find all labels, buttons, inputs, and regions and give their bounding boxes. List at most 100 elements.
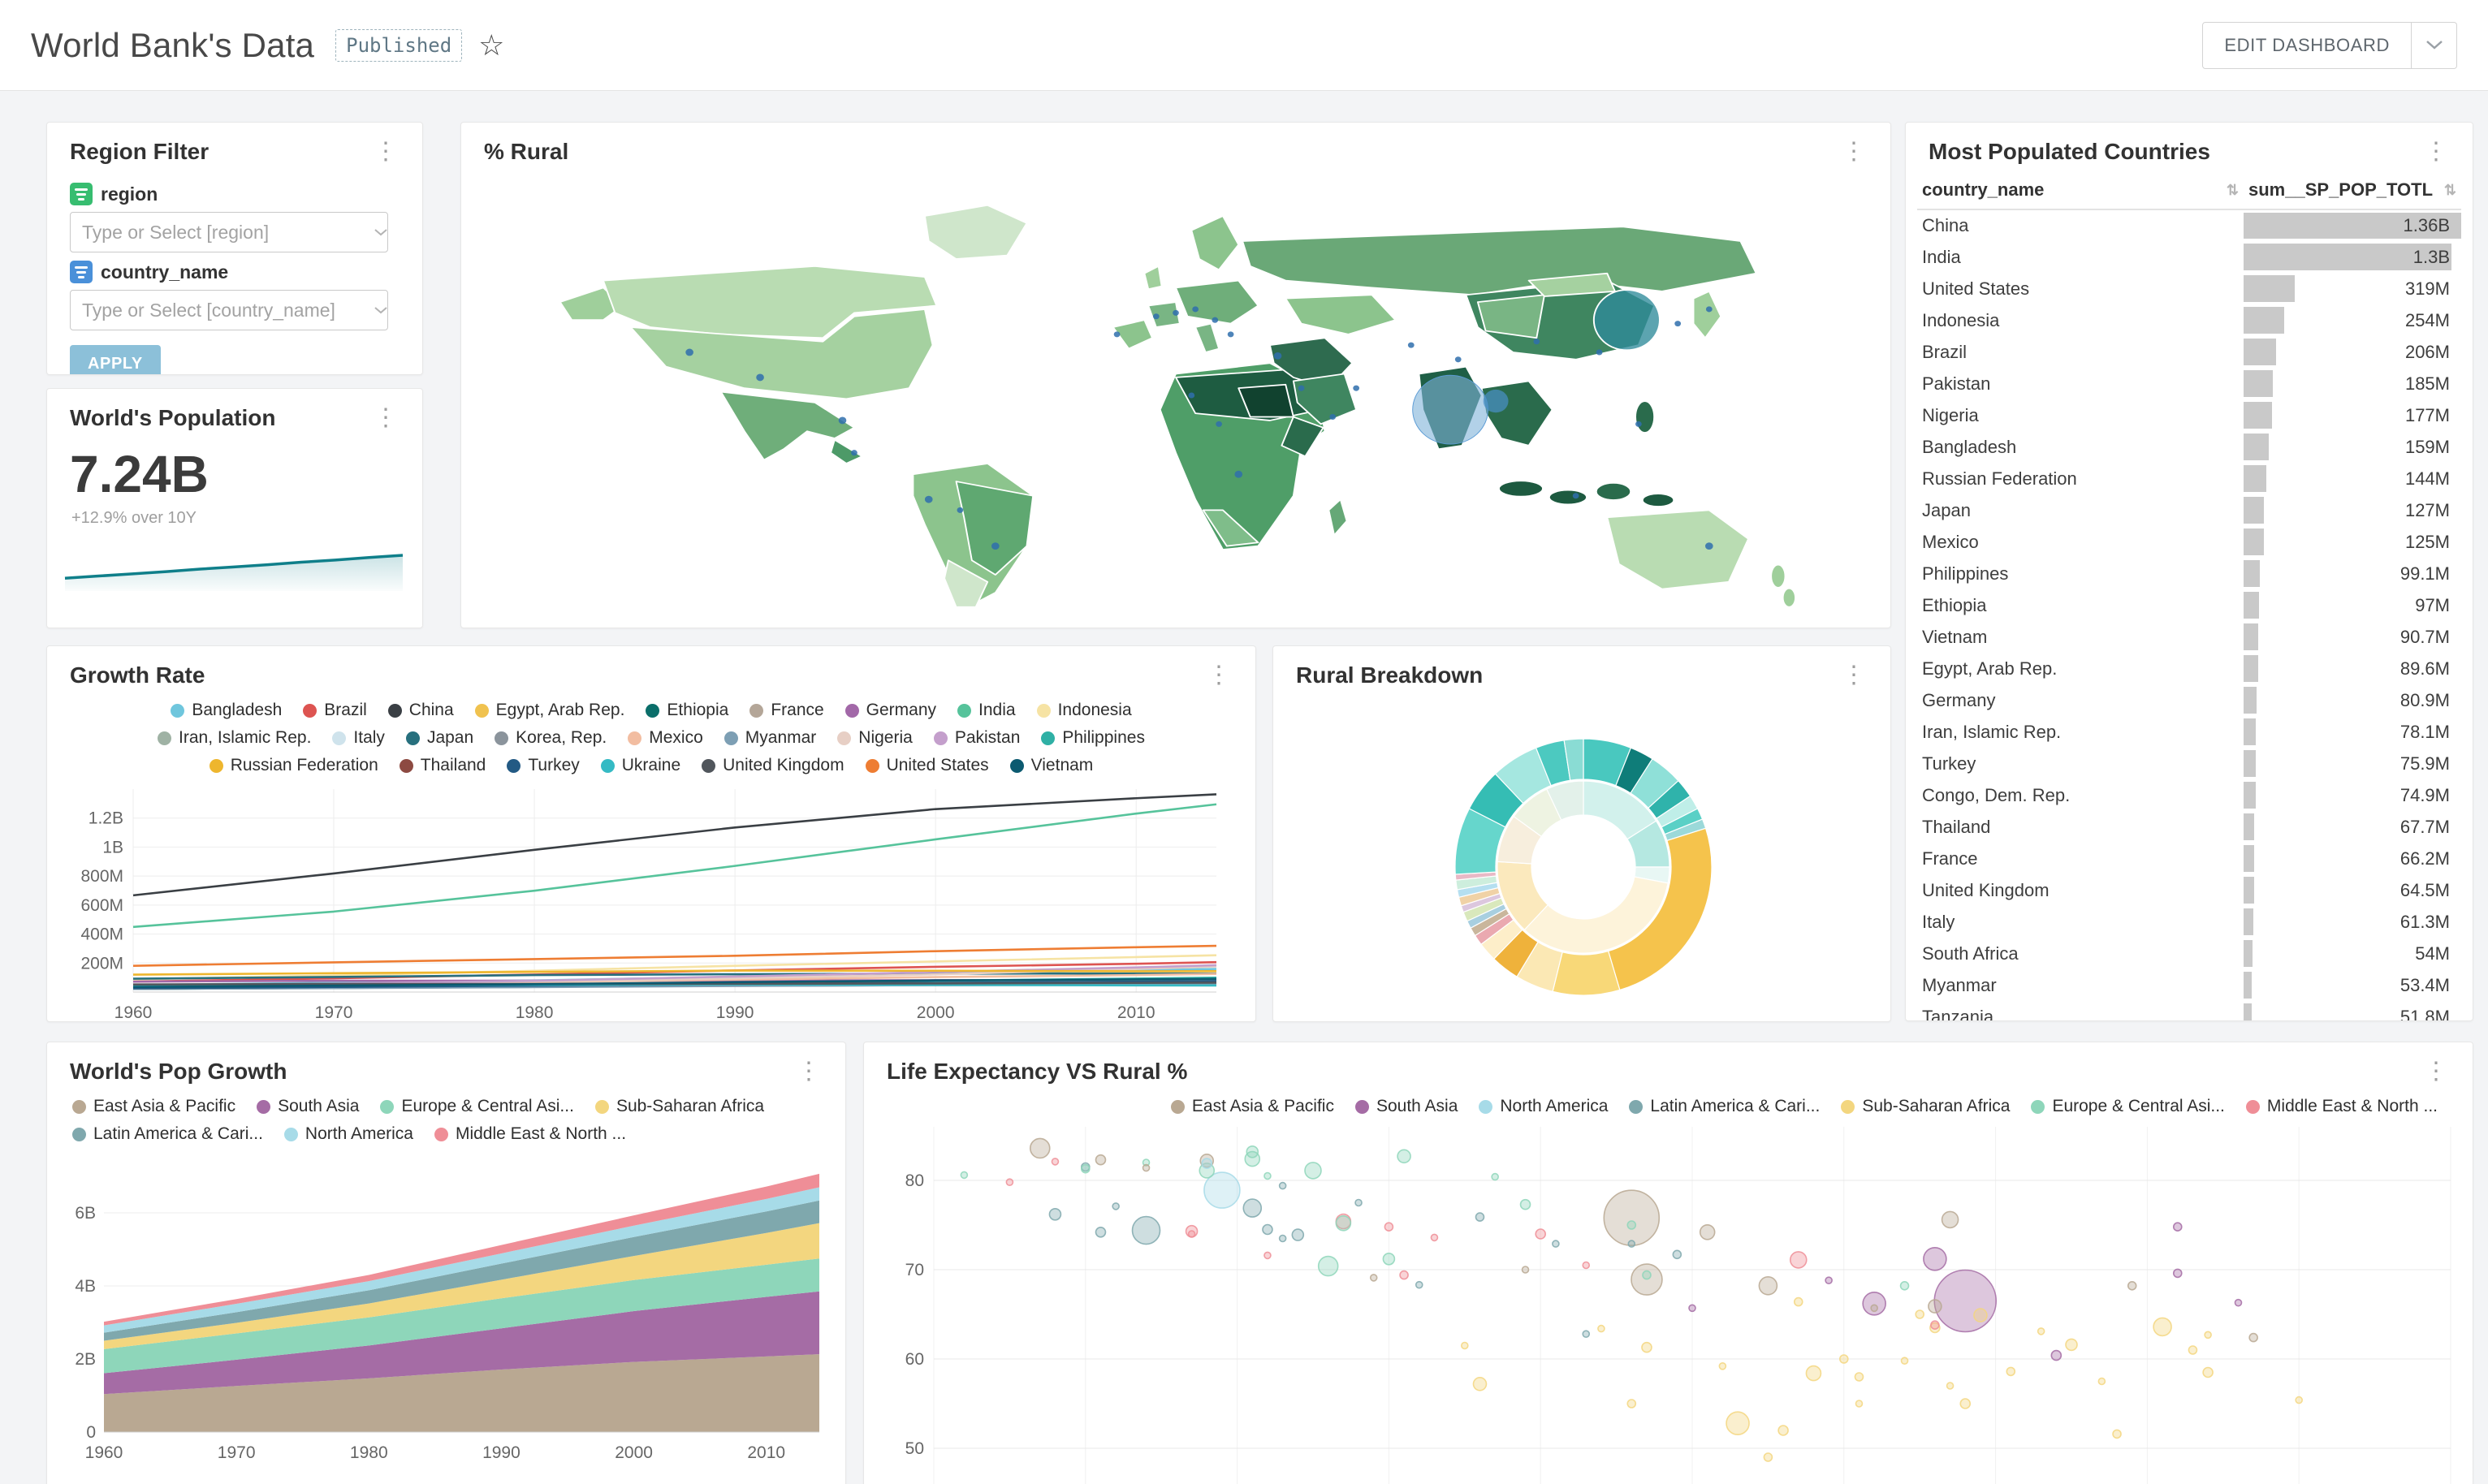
apply-filter-button[interactable]: APPLY xyxy=(70,345,161,374)
legend-item[interactable]: Europe & Central Asi... xyxy=(380,1097,574,1116)
legend-item[interactable]: Europe & Central Asi... xyxy=(2031,1097,2225,1116)
table-row[interactable]: Bangladesh 159M xyxy=(1917,431,2461,463)
value-bar xyxy=(2244,528,2264,555)
legend-item[interactable]: Sub-Saharan Africa xyxy=(594,1097,765,1116)
legend-item[interactable]: Latin America & Cari... xyxy=(1629,1097,1820,1116)
legend-item[interactable]: Bangladesh xyxy=(171,701,282,720)
legend-item[interactable]: Middle East & North ... xyxy=(434,1124,626,1144)
filter-icon xyxy=(70,183,93,205)
table-row[interactable]: Philippines 99.1M xyxy=(1917,558,2461,589)
table-row[interactable]: Pakistan 185M xyxy=(1917,368,2461,399)
legend-item[interactable]: Philippines xyxy=(1041,728,1145,748)
legend-item[interactable]: Brazil xyxy=(303,701,367,720)
legend-label: Nigeria xyxy=(858,728,913,747)
table-row[interactable]: United Kingdom 64.5M xyxy=(1917,874,2461,906)
svg-text:4B: 4B xyxy=(75,1277,96,1296)
header-menu-button[interactable] xyxy=(2412,21,2457,69)
table-row[interactable]: Mexico 125M xyxy=(1917,526,2461,558)
card-menu-icon[interactable]: ⋮ xyxy=(2424,138,2448,165)
table-row[interactable]: Ethiopia 97M xyxy=(1917,589,2461,621)
table-row[interactable]: Congo, Dem. Rep. 74.9M xyxy=(1917,779,2461,811)
country-name-filter-input[interactable] xyxy=(70,290,388,330)
card-menu-icon[interactable]: ⋮ xyxy=(1207,662,1231,688)
legend-item[interactable]: Ukraine xyxy=(600,756,680,775)
legend-item[interactable]: Mexico xyxy=(628,728,703,748)
legend-item[interactable]: United Kingdom xyxy=(702,756,844,775)
card-menu-icon[interactable]: ⋮ xyxy=(2424,1058,2448,1085)
legend-item[interactable]: France xyxy=(749,701,824,720)
legend-item[interactable]: Latin America & Cari... xyxy=(72,1124,263,1144)
big-number: 7.24B xyxy=(70,445,209,503)
legend-swatch xyxy=(434,1127,448,1141)
legend-item[interactable]: North America xyxy=(1479,1097,1608,1116)
legend-item[interactable]: Pakistan xyxy=(933,728,1020,748)
table-row[interactable]: India 1.3B xyxy=(1917,241,2461,273)
legend-item[interactable]: Thailand xyxy=(399,756,486,775)
table-row[interactable]: Germany 80.9M xyxy=(1917,684,2461,716)
table-row[interactable]: Turkey 75.9M xyxy=(1917,748,2461,779)
legend-item[interactable]: Sub-Saharan Africa xyxy=(1841,1097,2010,1116)
edit-dashboard-button[interactable]: EDIT DASHBOARD xyxy=(2202,21,2412,69)
table-row[interactable]: Italy 61.3M xyxy=(1917,906,2461,938)
table-row[interactable]: United States 319M xyxy=(1917,273,2461,304)
region-filter-input[interactable] xyxy=(70,212,388,252)
legend-item[interactable]: East Asia & Pacific xyxy=(72,1097,235,1116)
legend-item[interactable]: South Asia xyxy=(257,1097,359,1116)
legend-swatch xyxy=(837,731,852,745)
legend-swatch xyxy=(474,703,489,718)
legend-item[interactable]: Turkey xyxy=(507,756,580,775)
legend-item[interactable]: East Asia & Pacific xyxy=(1170,1097,1334,1116)
legend-item[interactable]: Egypt, Arab Rep. xyxy=(474,701,624,720)
legend-item[interactable]: China xyxy=(387,701,454,720)
table-row[interactable]: Russian Federation 144M xyxy=(1917,463,2461,494)
legend-label: United States xyxy=(886,756,989,774)
table-row[interactable]: China 1.36B xyxy=(1917,209,2461,241)
table-row[interactable]: Myanmar 53.4M xyxy=(1917,969,2461,1001)
table-row[interactable]: Egypt, Arab Rep. 89.6M xyxy=(1917,653,2461,684)
column-header-country-name[interactable]: country_name ⇅ xyxy=(1917,173,2244,210)
card-menu-icon[interactable]: ⋮ xyxy=(374,138,398,165)
card-menu-icon[interactable]: ⋮ xyxy=(1842,662,1866,688)
table-row[interactable]: Nigeria 177M xyxy=(1917,399,2461,431)
legend-label: Europe & Central Asi... xyxy=(2052,1097,2225,1115)
column-header-population[interactable]: sum__SP_POP_TOTL ⇅ xyxy=(2244,173,2461,210)
favorite-star-icon[interactable]: ☆ xyxy=(478,28,505,62)
legend-item[interactable]: Ethiopia xyxy=(646,701,728,720)
population-value-cell: 61.3M xyxy=(2244,906,2461,938)
legend-item[interactable]: United States xyxy=(865,756,989,775)
svg-text:1960: 1960 xyxy=(114,1003,153,1022)
table-row[interactable]: Brazil 206M xyxy=(1917,336,2461,368)
table-row[interactable]: Vietnam 90.7M xyxy=(1917,621,2461,653)
table-row[interactable]: Japan 127M xyxy=(1917,494,2461,526)
table-row[interactable]: Iran, Islamic Rep. 78.1M xyxy=(1917,716,2461,748)
legend-item[interactable]: Middle East & North ... xyxy=(2245,1097,2438,1116)
legend-item[interactable]: Russian Federation xyxy=(209,756,378,775)
table-row[interactable]: Tanzania 51.8M xyxy=(1917,1001,2461,1020)
card-menu-icon[interactable]: ⋮ xyxy=(374,404,398,431)
value-bar xyxy=(2244,623,2258,650)
legend-item[interactable]: India xyxy=(957,701,1016,720)
card-menu-icon[interactable]: ⋮ xyxy=(797,1058,821,1085)
legend-item[interactable]: Korea, Rep. xyxy=(495,728,607,748)
population-value-cell: 67.7M xyxy=(2244,811,2461,843)
legend-item[interactable]: South Asia xyxy=(1354,1097,1458,1116)
table-row[interactable]: Indonesia 254M xyxy=(1917,304,2461,336)
table-row[interactable]: Thailand 67.7M xyxy=(1917,811,2461,843)
legend-item[interactable]: Nigeria xyxy=(837,728,913,748)
table-row[interactable]: France 66.2M xyxy=(1917,843,2461,874)
legend-item[interactable]: North America xyxy=(283,1124,413,1144)
legend-item[interactable]: Iran, Islamic Rep. xyxy=(158,728,311,748)
card-menu-icon[interactable]: ⋮ xyxy=(1842,138,1866,165)
legend-item[interactable]: Vietnam xyxy=(1009,756,1093,775)
legend-item[interactable]: Japan xyxy=(405,728,473,748)
legend-item[interactable]: Germany xyxy=(844,701,936,720)
legend-label: China xyxy=(408,701,454,719)
table-row[interactable]: South Africa 54M xyxy=(1917,938,2461,969)
country-name-cell: India xyxy=(1922,246,1961,267)
legend-item[interactable]: Myanmar xyxy=(724,728,816,748)
legend-label: Mexico xyxy=(649,728,703,747)
legend-label: Sub-Saharan Africa xyxy=(616,1097,765,1115)
legend-item[interactable]: Italy xyxy=(332,728,385,748)
legend-item[interactable]: Indonesia xyxy=(1036,701,1132,720)
legend-label: Middle East & North ... xyxy=(455,1124,627,1143)
